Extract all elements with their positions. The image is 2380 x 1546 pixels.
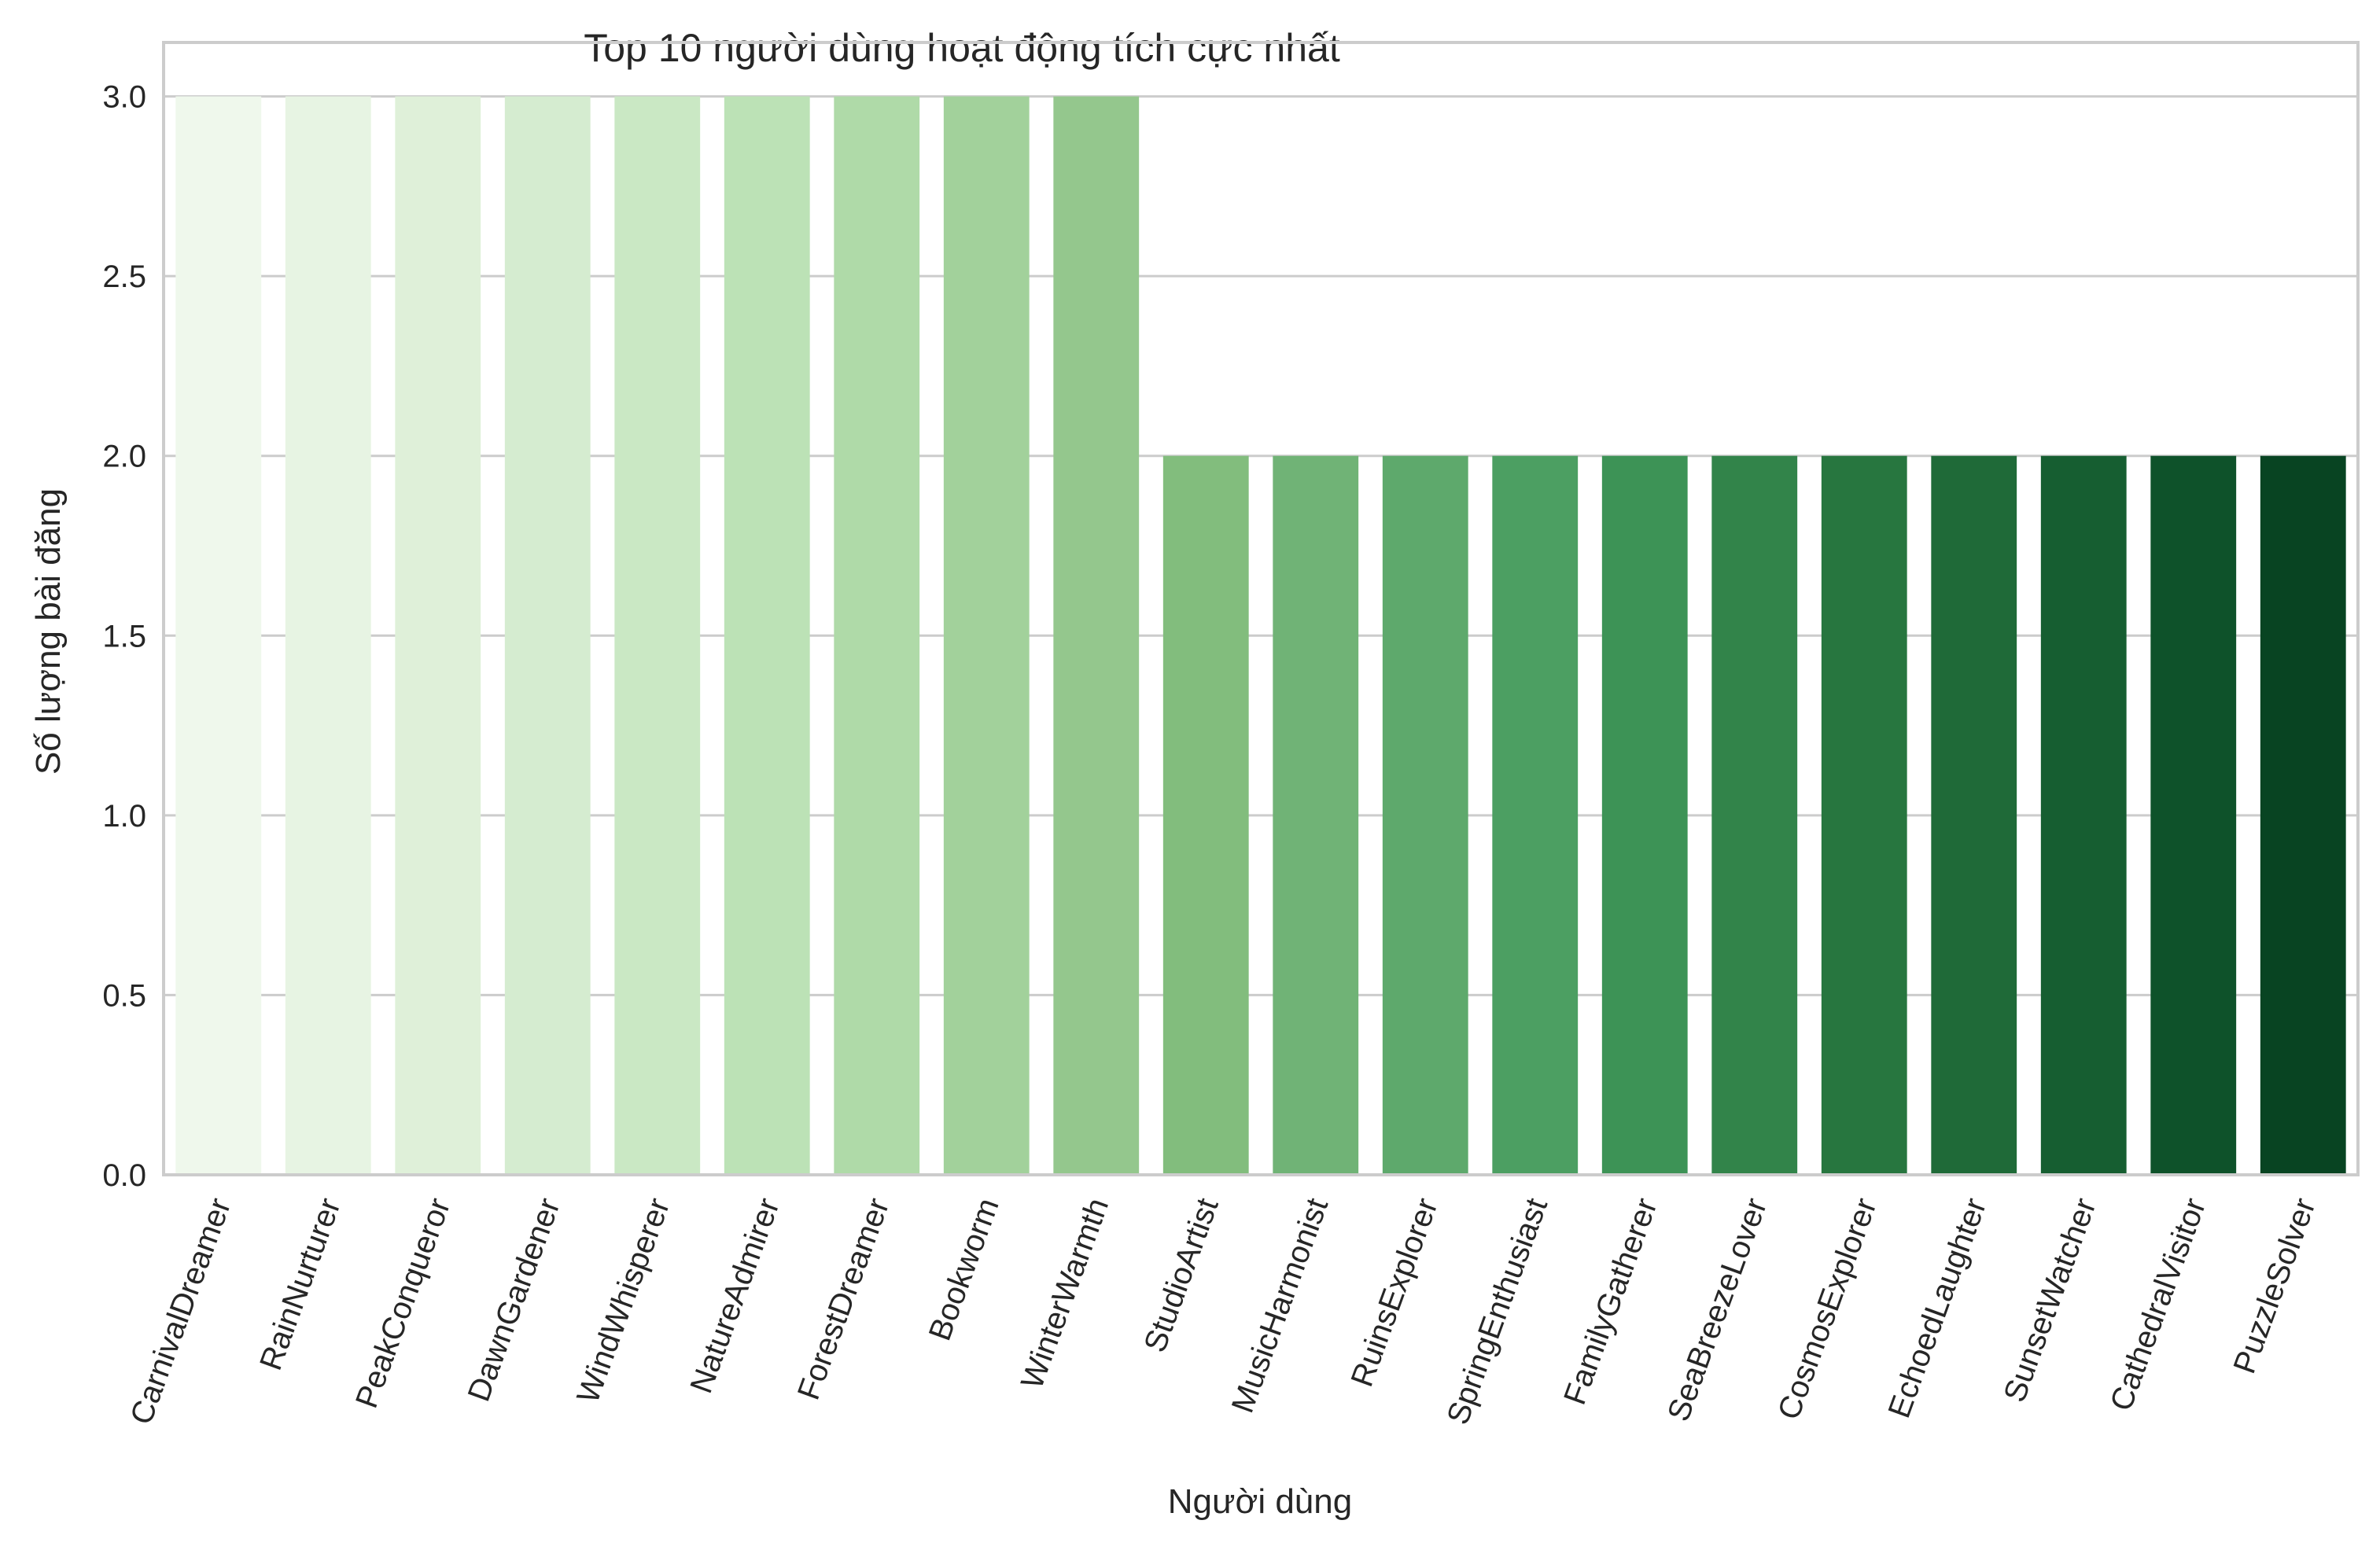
bar (285, 96, 371, 1176)
bar (1053, 96, 1140, 1176)
x-axis-label: Người dùng (1168, 1482, 1352, 1521)
bar (834, 96, 920, 1176)
x-tick-label: CarnivalDreamer (123, 1194, 238, 1429)
x-tick-label: RuinsExplorer (1344, 1194, 1444, 1391)
bar (2040, 455, 2127, 1175)
bar (1601, 455, 1688, 1175)
x-tick-label: SeaBreezeLover (1661, 1194, 1774, 1426)
bar (1162, 455, 1249, 1175)
y-axis-label: Số lượng bài đăng (29, 488, 68, 775)
chart-title: Top 10 người dùng hoạt động tích cực nhấ… (584, 26, 1340, 70)
bar (1821, 455, 1907, 1175)
bar (504, 96, 591, 1176)
bar (1273, 455, 1359, 1175)
bar (1711, 455, 1798, 1175)
bar (614, 96, 701, 1176)
bar (724, 96, 810, 1176)
gridlines (164, 95, 2358, 1176)
x-tick-label: PeakConqueror (349, 1194, 457, 1412)
x-tick-label: MusicHarmonist (1225, 1194, 1335, 1417)
x-tick-label: SunsetWatcher (1997, 1194, 2102, 1407)
x-tick-label: SpringEnthusiast (1440, 1194, 1554, 1429)
x-axis-ticks: CarnivalDreamer RainNurturer PeakConqueror… (123, 1194, 2322, 1429)
x-tick-label: ForestDreamer (791, 1194, 896, 1404)
y-tick-label: 3.0 (102, 80, 146, 115)
bar (395, 96, 481, 1176)
x-tick-label: FamilyGatherer (1557, 1194, 1664, 1409)
y-axis-ticks: 0.0 0.5 1.0 1.5 2.0 2.5 3.0 (102, 80, 146, 1193)
plot-frame (162, 41, 2360, 1176)
x-tick-label: CathedralVisitor (2104, 1194, 2212, 1415)
bar (2150, 455, 2237, 1175)
y-tick-label: 0.0 (102, 1158, 146, 1193)
bar (1492, 455, 1579, 1175)
y-tick-label: 2.0 (102, 440, 146, 474)
y-tick-label: 2.5 (102, 260, 146, 294)
x-tick-label: PuzzleSolver (2227, 1194, 2323, 1378)
x-tick-label: WinterWarmth (1015, 1194, 1115, 1393)
y-tick-label: 1.5 (102, 619, 146, 653)
bar (175, 96, 262, 1176)
x-tick-label: DawnGardener (462, 1194, 567, 1406)
x-tick-label: NatureAdmirer (683, 1194, 786, 1397)
bar (1931, 455, 2017, 1175)
y-tick-label: 1.0 (102, 799, 146, 834)
x-tick-label: Bookworm (923, 1194, 1006, 1345)
bar (943, 96, 1030, 1176)
bar (2260, 455, 2346, 1175)
y-tick-label: 0.5 (102, 978, 146, 1013)
x-tick-label: EchoedLaughter (1881, 1194, 1993, 1423)
x-tick-label: StudioArtist (1137, 1194, 1225, 1356)
x-tick-label: WindWhisperer (570, 1194, 676, 1408)
x-tick-label: RainNurturer (253, 1194, 348, 1375)
bars (175, 96, 2346, 1176)
x-tick-label: CosmosExplorer (1771, 1194, 1883, 1424)
bar (1382, 455, 1468, 1175)
